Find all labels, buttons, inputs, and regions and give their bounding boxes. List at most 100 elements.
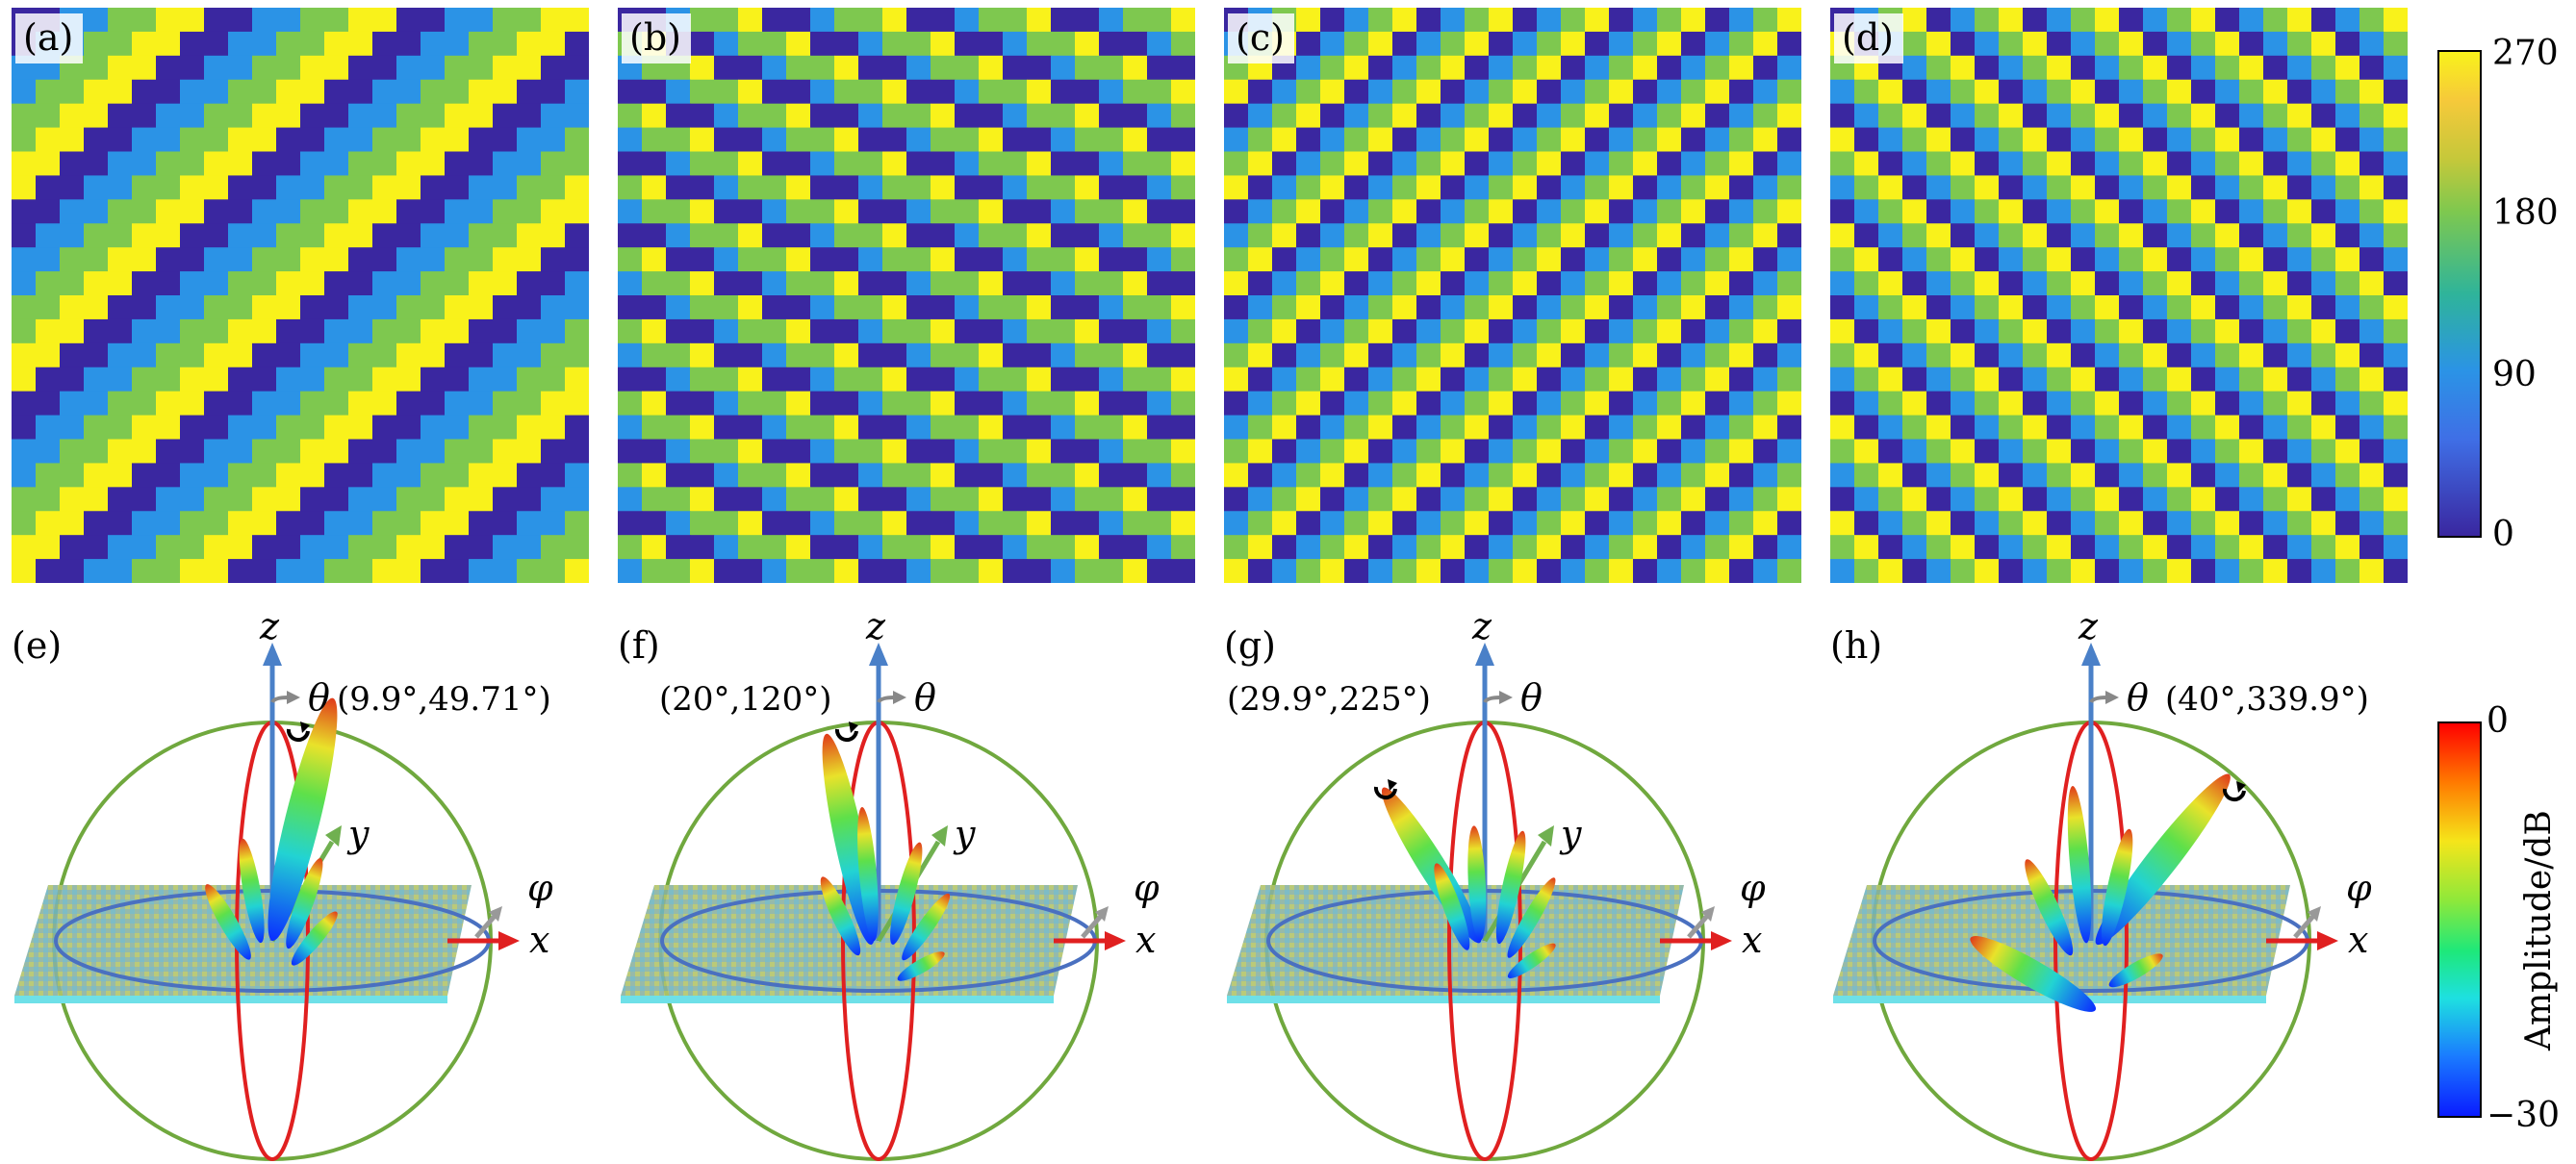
coding-cell [2239, 535, 2264, 560]
coding-cell [1224, 535, 1249, 560]
coding-cell [2095, 55, 2120, 81]
coding-cell [372, 415, 397, 441]
coding-cell [156, 342, 181, 368]
coding-cell [60, 271, 85, 296]
coding-cell [834, 367, 859, 392]
coding-cell [1609, 439, 1634, 465]
coding-cell [300, 391, 325, 417]
coding-cell [1003, 223, 1028, 248]
coding-cell [1392, 223, 1417, 248]
coding-cell [1609, 127, 1634, 153]
coding-cell [1854, 415, 1879, 441]
coding-cell [1392, 295, 1417, 320]
coding-cell [1513, 559, 1538, 583]
coding-cell [252, 535, 277, 560]
coding-cell [1609, 487, 1634, 512]
coding-cell [834, 31, 859, 57]
coding-cell [396, 175, 421, 200]
coding-cell [2287, 463, 2312, 488]
coding-cell [1027, 391, 1052, 417]
coding-cell [2215, 79, 2240, 105]
coding-cell [1633, 103, 1658, 129]
coding-cell [1465, 511, 1490, 536]
coding-cell [1344, 175, 1369, 200]
coding-cell [1537, 271, 1562, 296]
coding-cell [1951, 487, 1976, 512]
coding-cell [2239, 391, 2264, 417]
coding-cell [1123, 535, 1148, 560]
coding-cell [955, 151, 980, 177]
coding-cell [1489, 175, 1514, 200]
coding-cell [738, 31, 763, 57]
coding-cell [1272, 415, 1297, 441]
coding-cell [2263, 487, 2288, 512]
coding-cell [810, 535, 835, 560]
coding-cell [1147, 391, 1172, 417]
coding-cell [12, 151, 37, 177]
coding-cell [2191, 559, 2216, 583]
coding-cell [1777, 31, 1801, 57]
coding-cell [1999, 295, 2024, 320]
coding-cell [906, 535, 931, 560]
coding-cell [204, 127, 229, 153]
coding-cell [1681, 415, 1706, 441]
coding-cell [1854, 223, 1879, 248]
coding-cell [2384, 367, 2408, 392]
coding-cell [36, 79, 61, 105]
coding-cell [252, 415, 277, 441]
coding-cell [1951, 247, 1976, 272]
coding-cell [1999, 175, 2024, 200]
coding-cell [2071, 342, 2096, 368]
coding-cell [1777, 199, 1801, 224]
coding-cell [834, 295, 859, 320]
coding-cell [1999, 223, 2024, 248]
coding-cell [1248, 223, 1273, 248]
coding-cell [1657, 247, 1682, 272]
coding-cell [690, 511, 715, 536]
coding-cell [300, 223, 325, 248]
coding-cell [955, 55, 980, 81]
coding-cell [348, 103, 373, 129]
coding-cell [810, 223, 835, 248]
coding-cell [1609, 8, 1634, 33]
coding-cell [565, 415, 589, 441]
coding-cell [180, 223, 205, 248]
coding-cell [642, 175, 667, 200]
coding-cell [1705, 463, 1730, 488]
coding-cell [1123, 342, 1148, 368]
coding-cell [372, 367, 397, 392]
coding-cell [252, 175, 277, 200]
coding-cell [666, 79, 691, 105]
coding-cell [1609, 463, 1634, 488]
coding-cell [1003, 367, 1028, 392]
coding-cell [493, 223, 518, 248]
coding-cell [1681, 559, 1706, 583]
coding-cell [421, 391, 446, 417]
coding-cell [2167, 127, 2192, 153]
coding-cell [786, 342, 811, 368]
coding-cell [12, 367, 37, 392]
coding-cell [834, 8, 859, 33]
coding-cell [666, 271, 691, 296]
coding-cell [1854, 391, 1879, 417]
coding-cell [324, 151, 349, 177]
coding-cell [1902, 79, 1927, 105]
coding-cell [1296, 199, 1321, 224]
coding-cell [2215, 55, 2240, 81]
coding-cell [541, 247, 566, 272]
coding-cell [642, 318, 667, 344]
coding-cell [931, 295, 956, 320]
coding-cell [1657, 415, 1682, 441]
coding-cell [84, 31, 109, 57]
coding-cell [1416, 318, 1441, 344]
coding-cell [2023, 271, 2048, 296]
coding-cell [1441, 271, 1466, 296]
coding-cell [1248, 295, 1273, 320]
coding-cell [1441, 415, 1466, 441]
coding-cell [2335, 103, 2360, 129]
coding-cell [2143, 247, 2168, 272]
coding-cell [1926, 439, 1951, 465]
coding-cell [931, 79, 956, 105]
coding-cell [276, 223, 301, 248]
coding-cell [1248, 318, 1273, 344]
